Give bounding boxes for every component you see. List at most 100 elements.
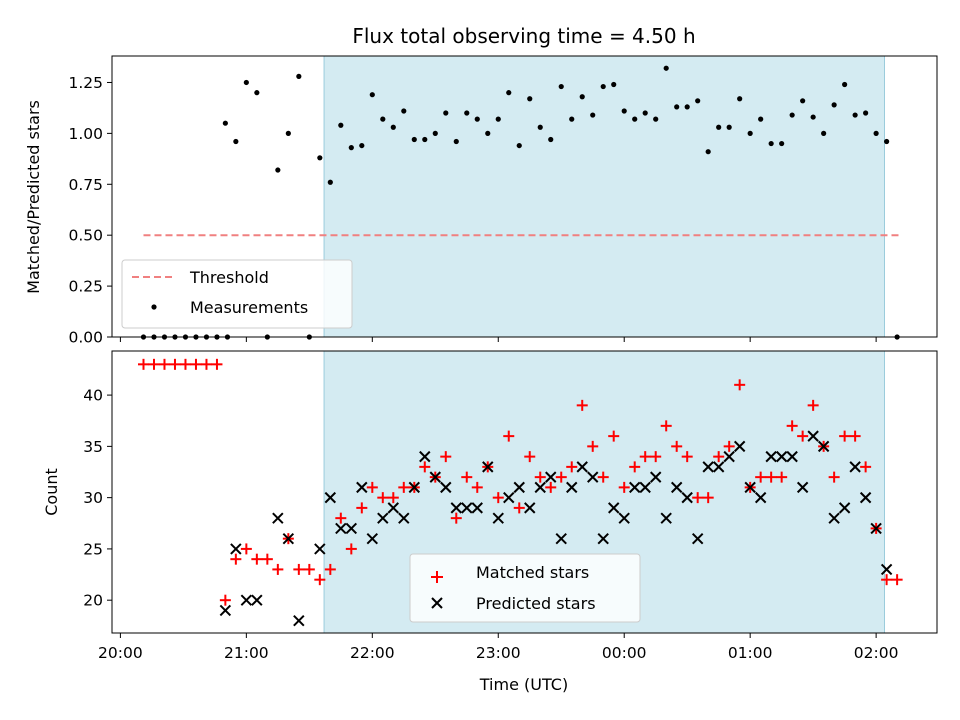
predicted-star-point (618, 512, 630, 524)
predicted-star-point (534, 481, 546, 494)
matched-star-point (755, 471, 767, 483)
predicted-star-point (387, 502, 400, 514)
top-panel: 0.00 0.25 0.50 0.75 1.00 1.25 Matched/Predict… (24, 55, 938, 347)
bottom-ytick-label: 20 (83, 592, 103, 610)
predicted-star-point (849, 461, 861, 473)
matched-star-point (629, 461, 641, 473)
measurement-point (485, 130, 491, 136)
measurement-point (642, 110, 648, 116)
matched-star-point (839, 430, 851, 442)
measurement-point (369, 92, 375, 98)
predicted-star-point (377, 512, 389, 524)
measurement-point (621, 108, 627, 114)
matched-star-point (377, 492, 389, 504)
measurement-point (705, 149, 711, 155)
predicted-star-point (733, 440, 746, 453)
matched-star-point (272, 563, 284, 575)
predicted-star-point (670, 481, 683, 494)
legend-predicted-swatch (431, 597, 443, 609)
measurement-point (726, 124, 732, 130)
matched-star-point (618, 481, 630, 493)
predicted-star-point (335, 522, 347, 535)
measurement-point (453, 138, 459, 145)
predicted-star-point (754, 491, 767, 504)
matched-star-point (797, 430, 809, 442)
measurement-point (548, 136, 554, 143)
matched-star-point (891, 574, 903, 586)
measurement-point (348, 145, 354, 151)
measurement-point (380, 116, 386, 122)
measurement-point (327, 179, 333, 185)
bottom-xtick-label: 21:00 (224, 644, 269, 662)
measurement-point (558, 83, 564, 90)
matched-star-point (639, 451, 651, 463)
matched-star-point (608, 430, 620, 442)
top-ytick-label: 1.00 (68, 125, 103, 143)
bottom-xtick-label: 00:00 (602, 644, 647, 662)
measurement-point (317, 155, 323, 161)
matched-star-point (366, 481, 378, 493)
predicted-star-point (859, 491, 872, 504)
matched-star-point (713, 451, 725, 463)
predicted-star-point (440, 481, 452, 494)
matched-star-point (324, 563, 336, 575)
matched-star-point (828, 471, 840, 483)
matched-star-point (503, 430, 515, 442)
predicted-star-point (272, 512, 284, 524)
measurement-point (684, 104, 690, 110)
bottom-ytick-label: 30 (83, 489, 103, 507)
predicted-star-point (482, 461, 494, 473)
predicted-star-point (828, 512, 840, 524)
top-ytick-label: 0.00 (68, 329, 103, 347)
measurement-point (390, 124, 396, 130)
bottom-xtick-label: 23:00 (476, 644, 521, 662)
matched-star-point (345, 543, 357, 555)
predicted-star-point (639, 481, 651, 494)
matched-star-point (251, 553, 263, 565)
predicted-star-point (576, 461, 588, 473)
predicted-star-point (629, 481, 641, 494)
measurement-point (852, 112, 858, 118)
predicted-star-point (597, 532, 609, 545)
predicted-star-point (723, 450, 735, 463)
matched-star-point (169, 358, 181, 370)
measurement-point (464, 110, 470, 116)
matched-star-point (261, 553, 273, 565)
matched-star-point (461, 471, 473, 483)
measurement-point (569, 116, 575, 122)
measurement-point (768, 140, 774, 147)
predicted-star-point (587, 471, 599, 483)
bottom-xtick-label: 02:00 (854, 644, 899, 662)
matched-star-point (555, 471, 567, 483)
matched-star-point (765, 471, 777, 483)
legend-matched-swatch (431, 571, 443, 583)
matched-star-point (723, 440, 735, 452)
top-ytick-label: 0.25 (68, 278, 103, 296)
predicted-star-point (366, 532, 379, 545)
predicted-star-point (282, 532, 295, 545)
matched-star-point (335, 512, 347, 524)
measurement-point (222, 120, 228, 126)
predicted-star-point (880, 563, 893, 576)
legend-measurements-swatch (151, 304, 157, 310)
predicted-star-point (702, 461, 714, 473)
predicted-star-point (775, 450, 788, 463)
matched-star-point (137, 358, 149, 370)
predicted-star-point (429, 471, 441, 483)
measurement-point (779, 140, 785, 147)
measurement-point (789, 112, 795, 118)
matched-star-point (450, 512, 462, 524)
bottom-legend: Matched stars Predicted stars (409, 553, 641, 623)
top-ylabel: Matched/Predicted stars (24, 100, 43, 294)
measurement-point (810, 114, 816, 120)
matched-star-point (419, 461, 431, 473)
predicted-star-point (660, 512, 672, 524)
legend-matched-label: Matched stars (476, 563, 589, 582)
predicted-star-point (356, 481, 368, 494)
bottom-axes-frame (111, 350, 938, 634)
measurement-point (842, 81, 848, 88)
matched-star-point (597, 471, 609, 483)
predicted-star-point (691, 532, 704, 545)
matched-star-point (860, 461, 872, 473)
predicted-star-point (524, 502, 536, 514)
